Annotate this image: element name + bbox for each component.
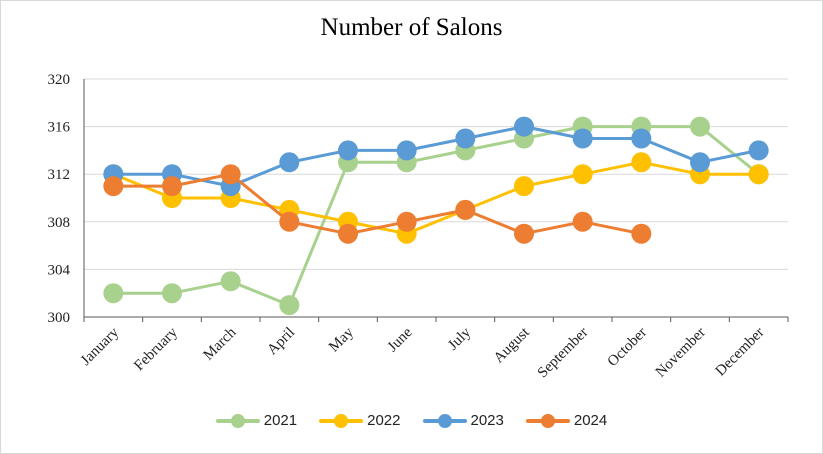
legend-swatch: [525, 413, 570, 428]
data-point-2021: [103, 283, 124, 304]
data-point-2021: [162, 283, 182, 304]
data-point-2023: [455, 128, 476, 149]
data-point-2023: [748, 140, 769, 161]
data-point-2024: [514, 223, 534, 244]
x-tick-label: February: [131, 324, 181, 374]
data-point-2024: [103, 176, 124, 197]
legend-marker: [230, 413, 245, 428]
legend-marker: [437, 413, 452, 428]
y-tick-label: 300: [48, 310, 71, 326]
data-point-2022: [572, 164, 593, 185]
data-point-2022: [631, 152, 652, 173]
legend-item: 2022: [319, 412, 401, 429]
data-point-2023: [690, 152, 710, 173]
x-tick-label: October: [605, 325, 650, 370]
legend-item: 2023: [422, 412, 504, 429]
data-point-2021: [220, 271, 241, 292]
data-point-2023: [396, 140, 417, 161]
series-line-2024: [111, 172, 643, 236]
x-tick-label: December: [713, 325, 768, 380]
x-tick-label: July: [445, 324, 474, 353]
legend-swatch: [319, 413, 364, 428]
legend-label: 2022: [367, 412, 401, 429]
line-chart: 300 304 308 312 316 320 January February March Ap…: [48, 72, 789, 382]
data-point-2024: [338, 223, 358, 244]
legend-label: 2023: [470, 412, 504, 429]
y-tick-label: 316: [48, 120, 71, 136]
data-point-2024: [279, 211, 300, 232]
data-point-2024: [455, 199, 476, 220]
data-point-2022: [514, 176, 534, 197]
x-tick-label: March: [200, 324, 239, 363]
data-point-2023: [631, 128, 652, 149]
legend-item: 2021: [215, 412, 298, 429]
legend-label: 2021: [263, 412, 298, 429]
chart-title: Number of Salons: [320, 14, 503, 41]
x-tick-label: August: [491, 324, 534, 367]
legend-swatch: [215, 413, 260, 428]
y-tick-label: 320: [48, 72, 71, 88]
data-point-2022: [748, 164, 769, 185]
x-tick-label: January: [78, 324, 123, 369]
data-point-2021: [279, 295, 300, 316]
data-point-2021: [690, 116, 710, 137]
data-point-2023: [279, 152, 300, 173]
data-point-2023: [338, 140, 358, 161]
x-tick-label: June: [385, 324, 416, 355]
data-point-2024: [220, 164, 241, 185]
data-point-2024: [572, 211, 593, 232]
y-tick-label: 304: [48, 262, 71, 278]
x-tick-label: September: [535, 325, 592, 382]
legend-marker: [540, 413, 555, 428]
legend-label: 2024: [573, 412, 608, 429]
y-tick-label: 308: [48, 215, 71, 231]
legend: 2021 2022 2023 2024: [0, 412, 823, 429]
legend-marker: [334, 413, 349, 428]
x-tick-label: November: [653, 325, 709, 381]
data-point-2023: [572, 128, 593, 149]
x-tick-label: May: [326, 324, 357, 355]
legend-swatch: [422, 413, 467, 428]
data-point-2023: [514, 116, 534, 137]
data-point-2024: [396, 211, 417, 232]
x-tick-label: April: [264, 325, 298, 359]
legend-item: 2024: [525, 412, 608, 429]
data-point-2024: [631, 223, 652, 244]
series-line-2022: [111, 160, 761, 236]
data-point-2024: [162, 176, 182, 197]
y-tick-label: 312: [48, 167, 71, 183]
